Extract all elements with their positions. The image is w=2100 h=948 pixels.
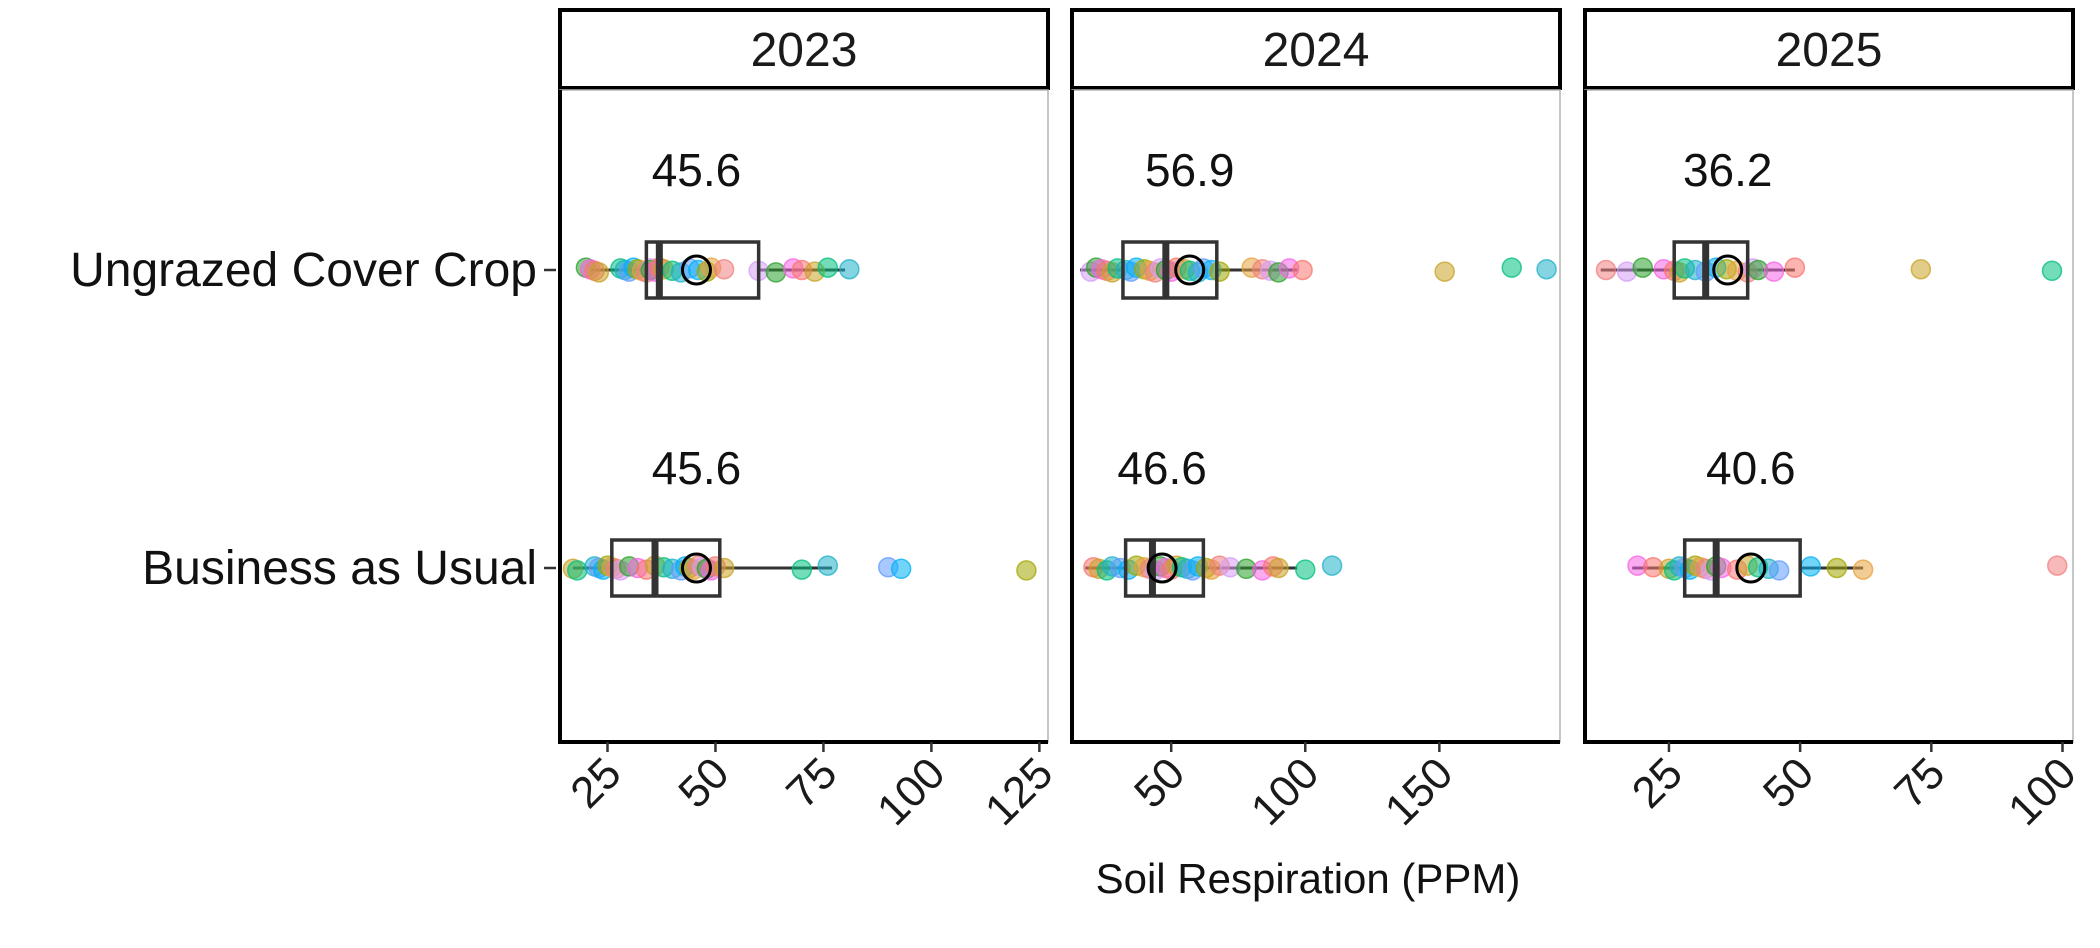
data-point [1826, 557, 1848, 579]
box [610, 538, 722, 598]
mean-label: 56.9 [1145, 144, 1235, 196]
panel-border [559, 89, 1049, 743]
data-point [567, 560, 588, 581]
data-point [791, 559, 813, 580]
mean-label: 45.6 [652, 144, 742, 196]
facet-strip-label: 2024 [1263, 24, 1370, 77]
mean-label: 36.2 [1683, 144, 1773, 196]
group-ungrazed-cover-crop: 36.2 [1595, 144, 2063, 300]
data-point [1016, 560, 1037, 581]
data-point [817, 555, 839, 576]
data-point [1292, 259, 1313, 281]
x-tick-label: 75 [777, 748, 846, 817]
x-tick-label: 100 [1242, 748, 1329, 835]
data-point [817, 257, 839, 278]
x-tick-label: 125 [976, 748, 1063, 835]
facet-panel-2025: 2025 25 50 75 100 36.2 40.6 [1583, 8, 2086, 835]
data-point [1768, 560, 1790, 581]
data-point [1784, 257, 1806, 278]
box [1121, 240, 1219, 300]
data-point [1295, 559, 1316, 580]
box [1682, 538, 1802, 598]
box [1672, 240, 1750, 300]
group-business-as-usual: 45.6 [562, 442, 1037, 598]
facet-strip [558, 8, 1050, 90]
x-tick-label: 50 [1125, 748, 1194, 817]
box [644, 240, 761, 300]
group-business-as-usual: 40.6 [1627, 442, 2068, 598]
data-point [1852, 559, 1874, 580]
mean-marker [680, 552, 712, 584]
mean-marker [1712, 254, 1744, 286]
data-point [1763, 261, 1785, 282]
data-point [1595, 259, 1617, 281]
box [1123, 538, 1206, 598]
x-tick-label: 25 [1623, 748, 1692, 817]
category-labels: Ungrazed Cover Crop Business as Usual [70, 244, 556, 595]
data-point [588, 262, 610, 283]
x-tick-label: 75 [1885, 748, 1954, 817]
x-tick-label: 50 [669, 748, 738, 817]
group-ungrazed-cover-crop: 56.9 [1080, 144, 1557, 300]
facet-panel-2024: 2024 50 100 150 56.9 46.6 [1070, 8, 1562, 835]
data-point [1434, 261, 1455, 282]
data-point [1268, 557, 1289, 579]
data-point [2041, 260, 2063, 282]
data-point [1910, 258, 1932, 280]
mean-label: 46.6 [1117, 442, 1207, 494]
data-point [1501, 257, 1522, 278]
group-ungrazed-cover-crop: 45.6 [575, 144, 860, 300]
mean-label: 40.6 [1706, 442, 1796, 494]
data-point [839, 258, 860, 280]
mean-marker [680, 254, 712, 286]
data-point [2047, 555, 2068, 576]
data-point [1321, 555, 1343, 576]
data-point [765, 262, 787, 283]
facet-panel-2023: 2023 25 50 75 100 125 45.6 45.6 [558, 8, 1063, 835]
data-point [1536, 258, 1557, 280]
x-axis-title: Soil Respiration (PPM) [1096, 855, 1521, 902]
x-tick-label: 25 [561, 748, 630, 817]
facet-strip [1583, 8, 2075, 90]
category-label: Business as Usual [142, 542, 537, 595]
data-point [1632, 257, 1653, 278]
x-tick-label: 50 [1754, 748, 1823, 817]
data-point [713, 557, 735, 579]
data-point [713, 258, 735, 280]
panel-border [1584, 89, 2074, 743]
x-tick-label: 150 [1376, 748, 1463, 835]
group-business-as-usual: 46.6 [1083, 442, 1343, 598]
facet-strip-label: 2025 [1776, 24, 1883, 77]
category-label: Ungrazed Cover Crop [70, 244, 537, 297]
data-point [1209, 261, 1230, 282]
mean-marker [1735, 552, 1767, 584]
data-point [890, 558, 912, 580]
mean-label: 45.6 [652, 442, 742, 494]
mean-marker [1146, 552, 1178, 584]
mean-marker [1174, 254, 1206, 286]
data-point [1800, 556, 1821, 577]
x-tick-label: 100 [868, 748, 955, 835]
facet-strip [1070, 8, 1562, 90]
x-tick-label: 100 [1999, 748, 2086, 835]
facet-strip-label: 2023 [751, 24, 858, 77]
